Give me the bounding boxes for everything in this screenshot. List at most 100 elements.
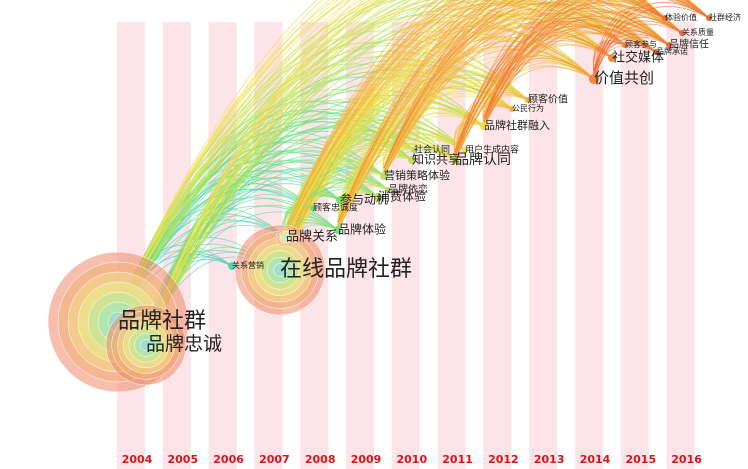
link (382, 153, 413, 169)
year-band (117, 22, 145, 469)
keyword-label: 品牌认同 (455, 151, 511, 168)
link (117, 0, 626, 315)
link (117, 0, 710, 319)
link (483, 0, 710, 119)
year-label: 2014 (580, 453, 611, 466)
link (117, 0, 666, 319)
link (145, 38, 529, 338)
node (666, 42, 672, 48)
node (380, 172, 388, 180)
link (383, 0, 710, 169)
node (589, 74, 599, 84)
link (145, 0, 666, 338)
keyword-label: 品牌社群融入 (484, 118, 550, 132)
link (285, 0, 666, 238)
keyword-label: 关系营销 (232, 260, 264, 270)
link (117, 0, 657, 315)
keyword-label: 品牌社群 (118, 309, 206, 334)
link (337, 0, 666, 223)
year-band (575, 22, 603, 469)
node-ring (140, 339, 152, 351)
link (117, 0, 710, 315)
keyword-label: 参与动机 (340, 192, 388, 207)
node (310, 205, 316, 211)
link (337, 0, 710, 231)
keyword-label: 营销策略体验 (384, 168, 450, 182)
link (337, 0, 710, 223)
link (383, 0, 666, 173)
link (279, 0, 710, 267)
link (145, 0, 710, 338)
link (285, 0, 710, 238)
node (462, 147, 468, 153)
year-label: 2006 (213, 453, 244, 466)
keyword-label: 公民行为 (512, 103, 544, 113)
year-label: 2007 (259, 453, 290, 466)
keyword-label: 品牌关系 (286, 229, 338, 245)
keyword-label: 顾客参与 (625, 39, 657, 49)
node (336, 196, 344, 204)
link (279, 0, 710, 271)
keyword-label: 价值共创 (594, 69, 654, 87)
link (145, 0, 666, 342)
link (117, 0, 626, 319)
link (117, 0, 666, 323)
link (145, 0, 626, 338)
keyword-label: 知识共享 (412, 152, 460, 167)
link (117, 0, 666, 315)
node (525, 97, 531, 103)
keyword-label: 品牌信任 (669, 38, 709, 51)
node (385, 187, 391, 193)
node (408, 156, 416, 164)
link (592, 40, 626, 72)
link (383, 12, 626, 173)
node (679, 30, 685, 36)
node-ring (284, 235, 288, 239)
link (117, 0, 683, 319)
link (145, 0, 710, 342)
link (285, 0, 666, 234)
year-label: 2008 (305, 453, 336, 466)
node (480, 122, 488, 130)
link (117, 0, 710, 323)
node (334, 226, 342, 234)
year-label: 2013 (534, 453, 565, 466)
link (593, 9, 666, 76)
link (337, 0, 666, 231)
link (383, 0, 666, 177)
node (228, 262, 236, 270)
keyword-nodes (47, 15, 712, 393)
link (593, 1, 710, 76)
node (608, 54, 616, 62)
link (285, 0, 710, 234)
link (285, 0, 657, 230)
year-label: 2016 (671, 453, 702, 466)
keyword-label: 品牌依恋 (388, 183, 428, 196)
link (453, 121, 485, 153)
keyword-label: 消费体验 (378, 189, 426, 204)
year-band (620, 22, 649, 469)
link (117, 0, 683, 315)
keyword-label: 社交媒体 (612, 50, 664, 66)
node (706, 15, 712, 21)
link (145, 0, 710, 346)
link (383, 0, 666, 169)
link (285, 0, 710, 230)
link (483, 32, 657, 127)
year-label: 2010 (396, 453, 427, 466)
keyword-labels: 2004 2005 2006 2007 2008 2009 2010 2011 2012 2013… (118, 12, 741, 466)
year-label: 2015 (625, 453, 656, 466)
node (411, 147, 417, 153)
year-band (666, 22, 695, 469)
node (509, 106, 515, 112)
node (622, 42, 628, 48)
link (145, 0, 666, 346)
keyword-label: 顾客价值 (528, 93, 568, 106)
link (454, 0, 710, 153)
link (483, 0, 666, 119)
keyword-label: 体验价值 (665, 12, 697, 22)
link (593, 7, 666, 72)
node (451, 156, 459, 164)
node (653, 49, 659, 55)
